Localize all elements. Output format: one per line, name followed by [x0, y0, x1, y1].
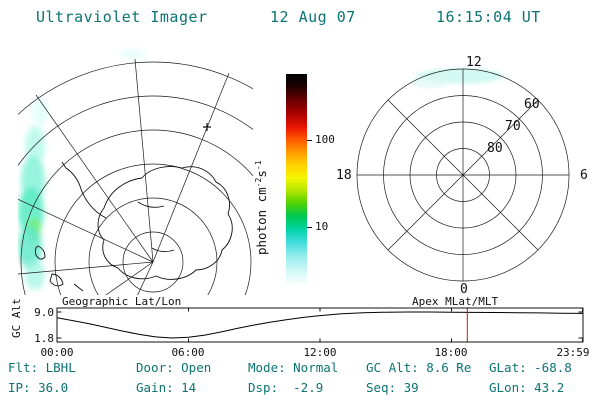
unit-sup1: -2: [254, 177, 263, 188]
antarctica-coastline: [34, 161, 233, 292]
mlat-label-60: 60: [524, 97, 540, 112]
altitude-curve: [56, 311, 583, 339]
date-label: 12 Aug 07: [270, 8, 356, 26]
mlat-label-80: 80: [487, 141, 503, 156]
xtick-label-1200: 12:00: [303, 346, 337, 359]
xtick-label-1800: 18:00: [434, 346, 468, 359]
map-caption: Geographic Lat/Lon: [62, 295, 182, 308]
apex-polar-panel: 12 18 6 0 60 70 80: [336, 55, 588, 297]
status-flt: Flt: LBHL: [8, 360, 76, 375]
xtick-label-0000: 00:00: [40, 346, 74, 359]
mlt-label-12: 12: [466, 55, 482, 70]
status-door: Door: Open: [136, 360, 212, 375]
colorbar-unit-label: photon cm-2s-1: [254, 160, 269, 255]
unit-base: photon cm: [254, 187, 270, 255]
status-gain: Gain: 14: [136, 380, 197, 395]
unit-mid: s: [254, 170, 270, 178]
app-title: Ultraviolet Imager: [36, 8, 208, 26]
status-ip: IP: 36.0: [8, 380, 69, 395]
ytick-label-bot: 1.8: [34, 332, 54, 345]
mlat-mlt-grid: [356, 68, 570, 282]
colorbar-tick-label-100: 100: [315, 133, 335, 146]
status-mode: Mode: Normal: [248, 360, 339, 375]
chart-ticks: [56, 308, 584, 342]
unit-sup2: -1: [254, 160, 263, 171]
status-gcalt: GC Alt: 8.6 Re: [366, 360, 472, 375]
time-label: 16:15:04 UT: [436, 8, 541, 26]
chart-ylabel: GC Alt: [10, 298, 23, 338]
status-glat: GLat: -68.8: [489, 360, 572, 375]
colorbar-tick-10: [307, 227, 312, 228]
xtick-label-2359: 23:59: [556, 346, 590, 359]
geographic-map-panel: [18, 49, 253, 295]
colorbar-tick-100: [307, 140, 312, 141]
mlt-label-6: 6: [580, 168, 588, 183]
colorbar-gradient: [286, 74, 307, 286]
ytick-label-top: 9.0: [34, 306, 54, 319]
mlat-label-70: 70: [505, 119, 521, 134]
mlt-label-0: 0: [460, 282, 468, 297]
chart-frame: [56, 307, 584, 343]
status-seq: Seq: 39: [366, 380, 419, 395]
aurora-emission: [18, 49, 146, 290]
colorbar-tick-label-10: 10: [315, 220, 329, 233]
polar-caption: Apex MLat/MLT: [412, 295, 499, 308]
colorbar: 100 10 photon cm-2s-1: [254, 74, 346, 286]
xtick-label-0600: 06:00: [171, 346, 205, 359]
status-dsp: Dsp: -2.9: [248, 380, 324, 395]
mlt-label-18: 18: [336, 168, 352, 183]
altitude-chart: [56, 307, 584, 343]
latlon-grid: [18, 58, 253, 295]
status-glon: GLon: 43.2: [489, 380, 565, 395]
polar-aurora-emission: [410, 68, 504, 88]
satellite-position-marker: [203, 123, 211, 131]
